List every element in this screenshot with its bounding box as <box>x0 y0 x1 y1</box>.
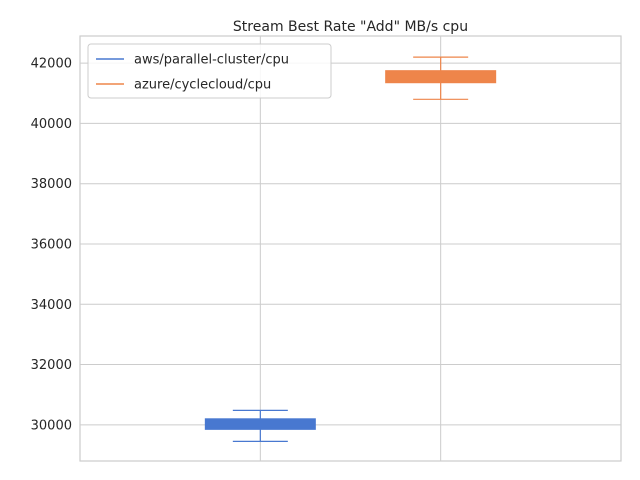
y-tick-label: 34000 <box>31 298 72 313</box>
box-series <box>204 56 497 443</box>
iqr-box <box>385 70 497 84</box>
legend-label-aws: aws/parallel-cluster/cpu <box>134 53 289 68</box>
chart-title: Stream Best Rate "Add" MB/s cpu <box>233 19 468 35</box>
legend: aws/parallel-cluster/cpu azure/cycleclou… <box>87 43 332 99</box>
y-axis-tick-labels: 30000 32000 34000 36000 38000 40000 42000 <box>31 57 72 434</box>
iqr-box <box>204 418 316 430</box>
y-tick-label: 36000 <box>31 237 72 252</box>
y-tick-label: 40000 <box>31 117 72 132</box>
y-tick-label: 32000 <box>31 358 72 373</box>
y-tick-label: 38000 <box>31 177 72 192</box>
y-tick-label: 42000 <box>31 57 72 72</box>
legend-frame <box>87 43 332 99</box>
legend-label-azure: azure/cyclecloud/cpu <box>134 78 271 93</box>
box-azure <box>385 56 497 100</box>
y-tick-label: 30000 <box>31 418 72 433</box>
plot-area <box>79 35 622 462</box>
box-aws <box>204 409 316 443</box>
